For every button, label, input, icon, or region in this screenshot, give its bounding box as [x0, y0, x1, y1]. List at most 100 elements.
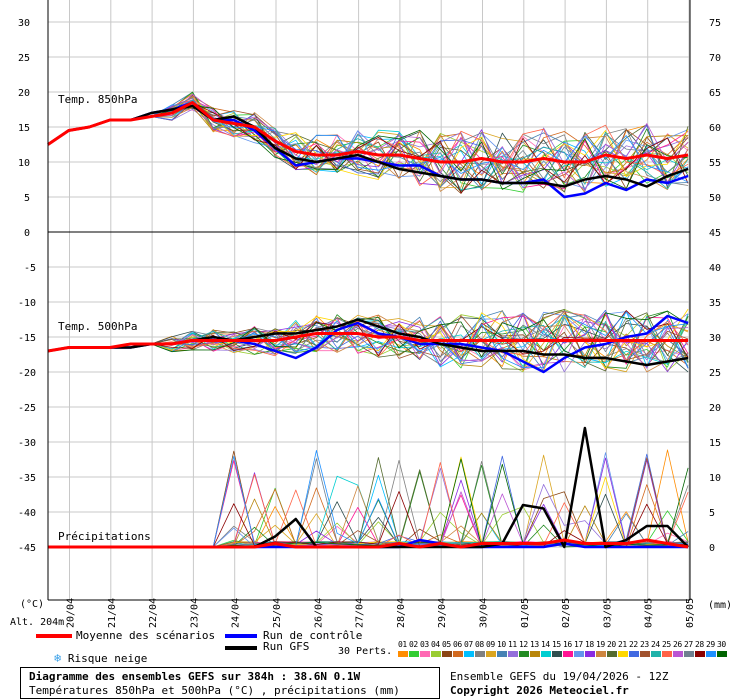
snowflake-icon: ❄: [54, 651, 62, 665]
y-tick-right: 45: [709, 228, 721, 239]
pert-id: 28: [695, 640, 704, 649]
legend-snow: ❄ Risque neige: [54, 651, 147, 665]
pert-swatch: [398, 651, 408, 657]
legend-control-label: Run de contrôle: [263, 629, 363, 642]
legend-mean-label: Moyenne des scénarios: [76, 629, 216, 642]
pert-id: 30: [717, 640, 726, 649]
x-date-label: 23/04: [189, 598, 200, 628]
pert-swatch: [607, 651, 617, 657]
x-date-label: 05/05: [685, 598, 696, 628]
pert-id: 05: [442, 640, 451, 649]
pert-id: 06: [453, 640, 462, 649]
y-tick-850: 15: [18, 123, 30, 134]
pert-id: 15: [552, 640, 561, 649]
y-tick-right: 20: [709, 403, 721, 414]
label-temp-500: Temp. 500hPa: [58, 320, 138, 333]
series-line-850: [47, 104, 689, 188]
pert-id: 27: [684, 640, 693, 649]
run-info: Ensemble GEFS du 19/04/2026 - 12Z: [450, 670, 669, 683]
y-tick-500: -15: [18, 333, 36, 344]
x-date-label: 29/04: [437, 598, 448, 628]
series-line-precip: [48, 538, 689, 549]
pert-id: 02: [409, 640, 418, 649]
y-tick-850: 25: [18, 53, 30, 64]
pert-swatch: [552, 651, 562, 657]
perturbation-swatches: [398, 650, 730, 659]
y-tick-850: 10: [18, 158, 30, 169]
pert-swatch: [717, 651, 727, 657]
y-tick-right: 55: [709, 158, 721, 169]
pert-swatch: [673, 651, 683, 657]
pert-id: 29: [706, 640, 715, 649]
x-date-label: 28/04: [396, 598, 407, 628]
pert-swatch: [684, 651, 694, 657]
pert-id: 23: [640, 640, 649, 649]
x-date-label: 26/04: [313, 598, 324, 628]
y-tick-right: 30: [709, 333, 721, 344]
pert-id: 16: [563, 640, 572, 649]
pert-swatch: [442, 651, 452, 657]
x-date-label: 25/04: [272, 598, 283, 628]
x-date-label: 01/05: [520, 598, 531, 628]
pert-id: 20: [607, 640, 616, 649]
pert-swatch: [420, 651, 430, 657]
y-tick-500: -45: [18, 543, 36, 554]
y-tick-500: -5: [24, 263, 36, 274]
y-tick-500: -40: [18, 508, 36, 519]
x-date-label: 30/04: [479, 598, 490, 628]
pert-swatch: [409, 651, 419, 657]
pert-id: 11: [508, 640, 517, 649]
series-line-500: [47, 332, 689, 353]
pert-id: 08: [475, 640, 484, 649]
pert-id: 24: [651, 640, 660, 649]
pert-id: 19: [596, 640, 605, 649]
pert-id: 07: [464, 640, 473, 649]
footer-subtitle: Températures 850hPa et 500hPa (°C) , pré…: [29, 684, 400, 697]
pert-swatch: [662, 651, 672, 657]
pert-id: 12: [519, 640, 528, 649]
y-tick-right: 70: [709, 53, 721, 64]
y-tick-850: 0: [24, 228, 30, 239]
pert-id: 10: [497, 640, 506, 649]
plot-area: [48, 0, 690, 600]
pert-swatch: [706, 651, 716, 657]
main-series-lines: [47, 101, 689, 549]
legend-mean-swatch: [36, 634, 72, 638]
pert-swatch: [508, 651, 518, 657]
pert-id: 14: [541, 640, 550, 649]
pert-id: 21: [618, 640, 627, 649]
y-tick-right: 25: [709, 368, 721, 379]
y-tick-right: 35: [709, 298, 721, 309]
pert-swatch: [585, 651, 595, 657]
y-tick-850: 30: [18, 18, 30, 29]
perturbation-ids: 01 02 03 04 05 06 07 08 09 10 11 12 13 14 15 16 17 18 19 20…: [398, 640, 730, 649]
y-tick-500: -10: [18, 298, 36, 309]
series-line-850: [47, 101, 689, 164]
pert-swatch: [651, 651, 661, 657]
legend-gfs-swatch: [225, 646, 257, 650]
right-unit: (mm): [708, 600, 733, 611]
pert-swatch: [486, 651, 496, 657]
y-tick-500: -30: [18, 438, 36, 449]
y-tick-right: 10: [709, 473, 721, 484]
pert-id: 01: [398, 640, 407, 649]
label-precip: Précipitations: [58, 530, 151, 543]
axes: 302520151050-5-10-15-20-25-30-35-40-4575…: [18, 0, 721, 628]
x-date-label: 03/05: [602, 598, 613, 628]
y-tick-right: 5: [709, 508, 715, 519]
left-unit: (°C): [20, 599, 45, 610]
y-tick-500: -25: [18, 403, 36, 414]
legend-snow-label: Risque neige: [67, 652, 148, 665]
pert-swatch: [453, 651, 463, 657]
legend-gfs-label: Run GFS: [263, 640, 310, 653]
pert-swatch: [475, 651, 485, 657]
y-tick-850: 20: [18, 88, 30, 99]
pert-id: 04: [431, 640, 440, 649]
footer-box: Diagramme des ensembles GEFS sur 384h : …: [20, 667, 440, 699]
pert-id: 13: [530, 640, 539, 649]
pert-swatch: [541, 651, 551, 657]
x-date-label: 04/05: [644, 598, 655, 628]
x-date-label: 20/04: [66, 598, 77, 628]
pert-swatch: [629, 651, 639, 657]
